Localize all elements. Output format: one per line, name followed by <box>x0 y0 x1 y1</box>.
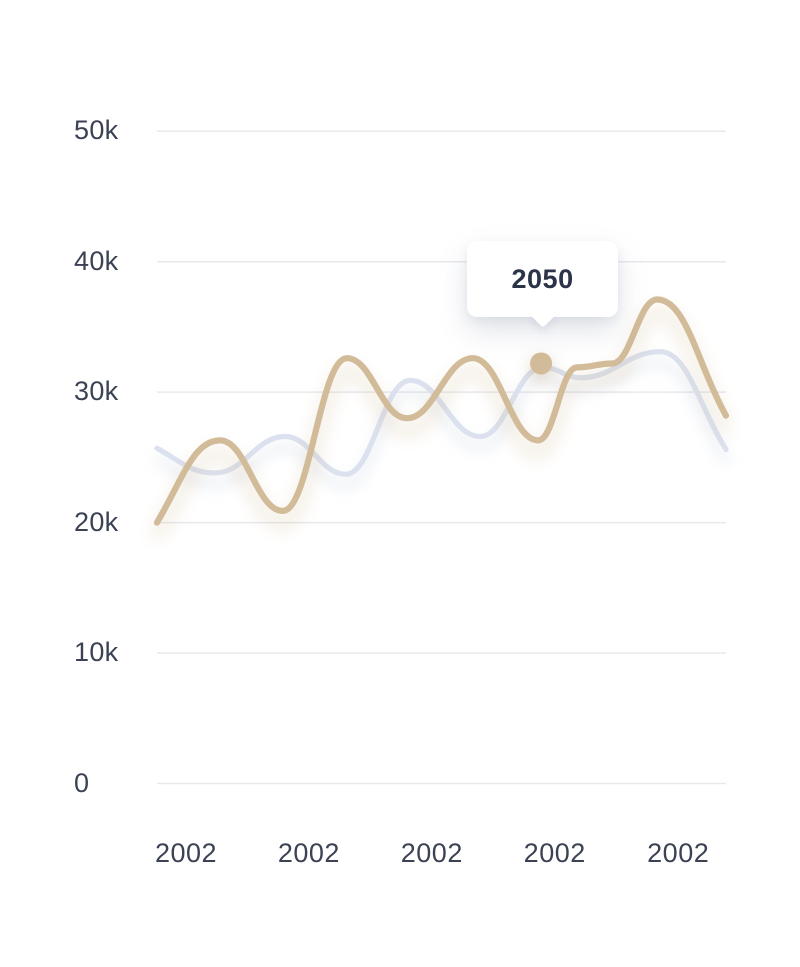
tan-series-line <box>153 296 730 526</box>
hover-marker-dot <box>530 352 553 375</box>
y-tick-label: 30k <box>74 376 119 407</box>
x-tick-label: 2002 <box>400 838 463 868</box>
gray-series-line <box>154 349 729 477</box>
y-tick-label: 0 <box>74 767 90 798</box>
horizontal-gridlines <box>157 130 726 785</box>
y-tick-label: 20k <box>74 506 119 537</box>
y-tick-label: 50k <box>74 115 119 146</box>
x-tick-label: 2002 <box>523 838 586 868</box>
x-tick-label: 2002 <box>154 838 218 868</box>
x-tick-label: 2002 <box>277 838 340 868</box>
y-tick-label: 10k <box>74 636 119 667</box>
x-tick-label: 2002 <box>647 838 710 868</box>
tooltip-value: 2050 <box>511 263 574 294</box>
y-tick-label: 40k <box>74 245 119 276</box>
chart-tooltip: 2050 <box>467 241 619 329</box>
